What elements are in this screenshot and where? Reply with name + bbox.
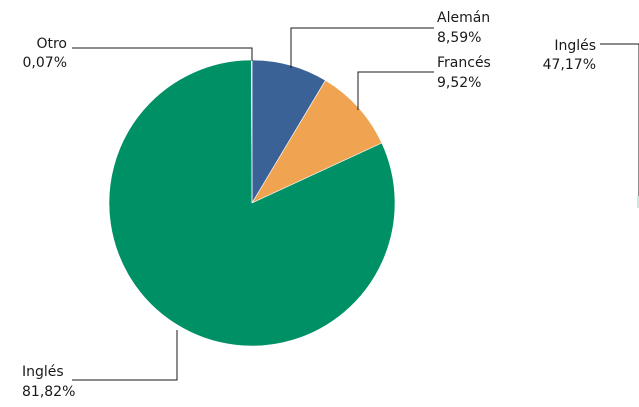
pie-1-labels: Otro 0,07% Alemán 8,59% Francés 9,52% In… bbox=[22, 10, 491, 400]
leader-line-ingles-2 bbox=[600, 43, 639, 196]
slice-value-frances: 9,52% bbox=[437, 75, 481, 91]
slice-value-aleman: 8,59% bbox=[437, 30, 481, 46]
slice-value-ingles-2: 47,17% bbox=[543, 57, 596, 73]
slice-label-frances: Francés bbox=[437, 55, 491, 71]
leader-line-otro bbox=[72, 47, 253, 61]
slice-label-ingles-2: Inglés bbox=[554, 38, 596, 54]
pie-2-partial: Inglés 47,17% bbox=[543, 38, 639, 208]
leader-line-aleman bbox=[290, 27, 434, 68]
pie-2-slice-ingles-edge bbox=[637, 196, 639, 208]
slice-value-ingles: 81,82% bbox=[22, 384, 75, 400]
pie-1-leader-lines bbox=[72, 27, 434, 381]
pie-1-slices bbox=[108, 59, 396, 347]
slice-label-ingles: Inglés bbox=[22, 364, 64, 380]
slice-label-otro: Otro bbox=[36, 36, 67, 52]
slice-label-aleman: Alemán bbox=[437, 10, 490, 26]
leader-line-ingles bbox=[72, 330, 178, 381]
leader-line-frances bbox=[357, 71, 434, 110]
slice-value-otro: 0,07% bbox=[23, 55, 67, 71]
